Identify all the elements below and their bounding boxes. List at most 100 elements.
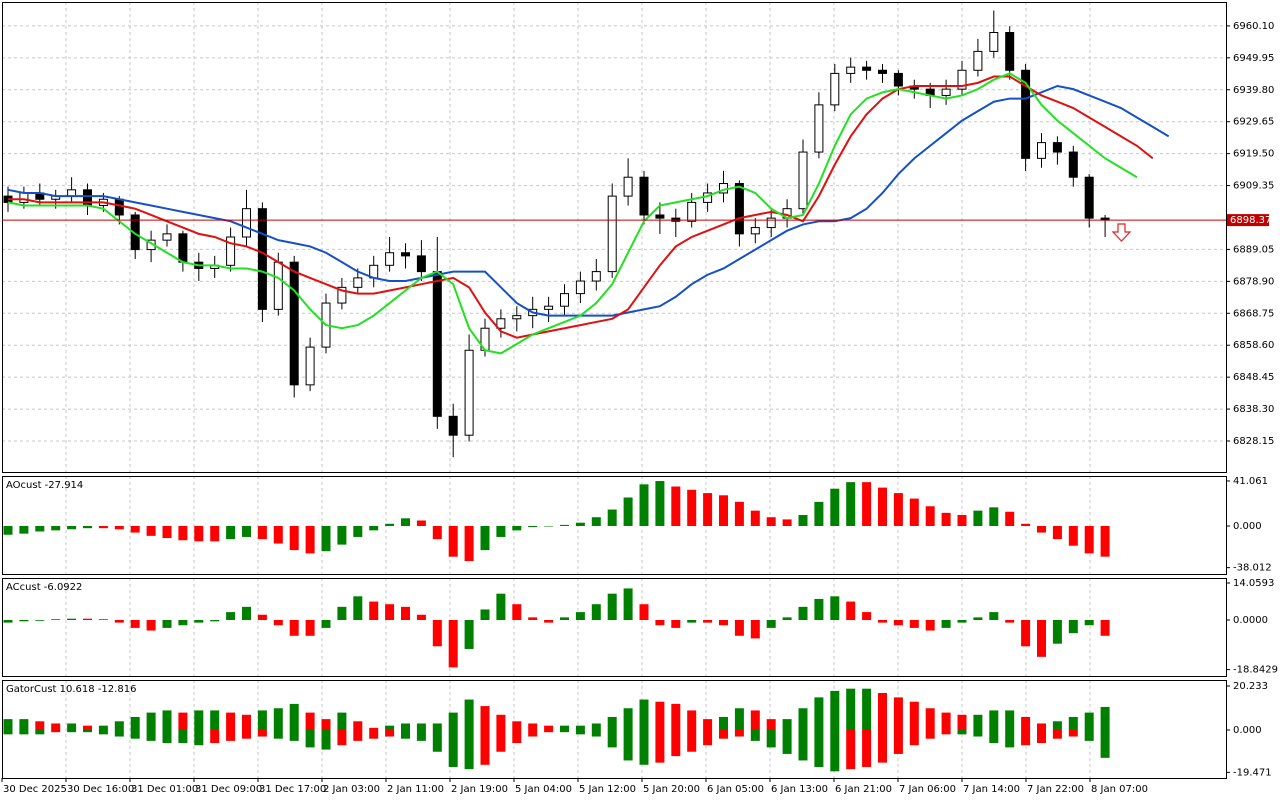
time-label: 5 Jan 20:00 — [643, 784, 700, 795]
histogram-bar — [878, 730, 887, 763]
y-tick-label: 6949.95 — [1233, 53, 1274, 64]
histogram-bar — [734, 708, 744, 731]
histogram-bar — [591, 604, 601, 620]
candle-body — [639, 176, 649, 216]
histogram-bar — [766, 719, 776, 731]
time-label: 31 Dec 17:00 — [259, 784, 326, 795]
y-tick-label: 0.000 — [1233, 725, 1262, 736]
histogram-bar — [1037, 620, 1046, 657]
histogram-bar — [337, 525, 347, 545]
histogram-bar — [575, 725, 585, 731]
histogram-bar — [385, 604, 395, 620]
histogram-bar — [750, 710, 760, 731]
y-tick-label: -19.471 — [1233, 767, 1272, 778]
histogram-bar — [19, 525, 29, 534]
histogram-bar — [321, 620, 331, 628]
histogram-bar — [257, 525, 267, 540]
y-tick-label: 6909.35 — [1233, 181, 1274, 192]
histogram-bar — [973, 510, 983, 526]
histogram-bar — [1100, 730, 1110, 758]
histogram-bar — [51, 619, 61, 620]
histogram-bar — [67, 525, 77, 530]
histogram-bar — [448, 730, 458, 767]
histogram-bar — [98, 730, 108, 735]
histogram-bar — [1100, 620, 1110, 636]
histogram-bar — [242, 714, 251, 731]
candle-body — [1052, 142, 1062, 153]
histogram-bar — [385, 730, 395, 737]
candle-body — [814, 104, 824, 153]
histogram-bar — [512, 525, 522, 531]
time-label: 6 Jan 13:00 — [771, 784, 828, 795]
histogram-bar — [385, 523, 395, 526]
moving-average — [8, 75, 1154, 339]
histogram-bar — [528, 730, 538, 737]
time-label: 2 Jan 03:00 — [323, 784, 380, 795]
histogram-bar — [289, 525, 299, 551]
candle-body — [130, 214, 140, 251]
y-tick-label: 14.0593 — [1233, 578, 1274, 589]
histogram-bar — [337, 606, 347, 620]
histogram-bar — [51, 730, 61, 733]
histogram-bar — [1052, 730, 1062, 739]
last-price-label: 6898.37 — [1230, 215, 1271, 226]
histogram-bar — [448, 712, 458, 731]
histogram-bar — [607, 509, 617, 526]
histogram-bar — [114, 525, 124, 530]
histogram-bar — [1100, 706, 1110, 731]
panel-frame — [2, 680, 1227, 779]
histogram-bar — [353, 525, 363, 537]
histogram-bar — [830, 690, 840, 731]
histogram-bar — [67, 730, 77, 733]
histogram-bar — [687, 489, 697, 526]
histogram-bar — [830, 730, 840, 772]
candle-body — [862, 66, 872, 71]
histogram-bar — [560, 730, 569, 733]
histogram-bar — [925, 730, 935, 739]
y-tick-label: 6848.45 — [1233, 372, 1274, 383]
histogram-bar — [734, 730, 744, 737]
histogram-bar — [257, 730, 267, 737]
moving-average — [7, 72, 1138, 355]
histogram-bar — [687, 730, 697, 752]
y-tick-label: 6929.65 — [1233, 117, 1274, 128]
candle-body — [750, 227, 760, 235]
moving-average — [7, 84, 1170, 317]
candle-body — [385, 252, 395, 266]
histogram-bar — [878, 487, 887, 526]
histogram-bar — [528, 723, 538, 731]
histogram-bar — [35, 620, 45, 621]
histogram-bar — [1100, 525, 1110, 557]
histogram-bar — [432, 525, 442, 540]
y-tick-label: 6919.50 — [1233, 149, 1274, 160]
histogram-bar — [480, 525, 490, 551]
histogram-bar — [941, 620, 951, 628]
histogram-bar — [401, 606, 410, 620]
histogram-bar — [973, 617, 983, 620]
y-tick-label: 6878.90 — [1233, 276, 1274, 287]
histogram-bar — [273, 620, 283, 626]
histogram-bar — [1084, 730, 1094, 741]
histogram-bar — [560, 725, 569, 731]
histogram-bar — [639, 484, 649, 526]
histogram-bar — [782, 730, 792, 754]
histogram-bar — [3, 620, 13, 623]
time-label: 6 Jan 05:00 — [707, 784, 764, 795]
histogram-bar — [480, 706, 490, 731]
histogram-bar — [257, 614, 267, 620]
panel-frame — [2, 2, 1227, 473]
histogram-bar — [178, 525, 188, 541]
histogram-bar — [496, 730, 506, 752]
histogram-bar — [432, 723, 442, 731]
candle-body — [273, 261, 283, 310]
candle-body — [401, 252, 410, 257]
indicator-title: ACcust -6.0922 — [6, 582, 82, 593]
histogram-bar — [766, 517, 776, 526]
histogram-bar — [448, 620, 458, 668]
candle-body — [544, 305, 554, 310]
candle-body — [957, 69, 967, 90]
histogram-bar — [273, 730, 283, 739]
histogram-bar — [289, 703, 299, 731]
histogram-bar — [687, 620, 697, 623]
histogram-bar — [607, 593, 617, 620]
